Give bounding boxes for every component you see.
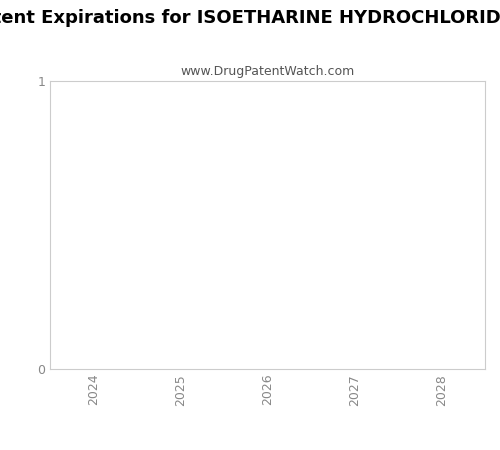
Text: Patent Expirations for ISOETHARINE HYDROCHLORIDE S: Patent Expirations for ISOETHARINE HYDRO… bbox=[0, 9, 500, 27]
Title: www.DrugPatentWatch.com: www.DrugPatentWatch.com bbox=[180, 65, 354, 78]
